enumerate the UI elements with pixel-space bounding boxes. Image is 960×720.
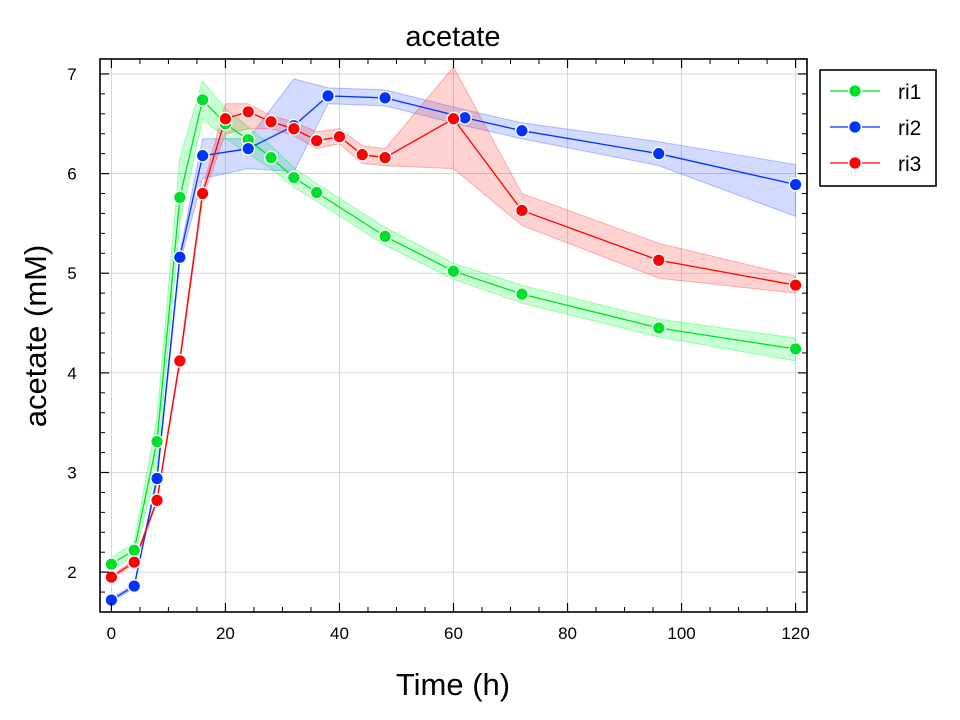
y-tick-label: 3 <box>67 464 76 483</box>
data-point-ri1 <box>514 287 529 302</box>
y-tick-label: 6 <box>67 165 76 184</box>
data-point-ri2 <box>788 177 803 192</box>
data-point-ri3 <box>241 104 256 119</box>
data-point-ri1 <box>264 150 279 165</box>
data-point-ri2 <box>651 146 666 161</box>
legend-label-ri2: ri2 <box>898 117 921 140</box>
axis-ticks: 0 20 40 60 80 100 120 2 3 4 5 6 7 <box>67 59 810 643</box>
gridlines <box>100 59 807 612</box>
x-tick-label: 60 <box>444 624 463 643</box>
data-point-ri1 <box>286 170 301 185</box>
x-tick-label: 120 <box>781 624 809 643</box>
data-point-ri2 <box>127 579 142 594</box>
chart-title: acetate <box>405 21 500 53</box>
legend: ri1 ri2 ri3 <box>819 69 937 187</box>
x-tick-label: 100 <box>667 624 695 643</box>
data-point-ri1 <box>651 321 666 336</box>
data-point-ri2 <box>172 250 187 265</box>
data-point-ri3 <box>309 133 324 148</box>
confidence-band-ri2 <box>110 78 797 603</box>
data-point-ri1 <box>104 557 119 572</box>
x-tick-label: 20 <box>216 624 235 643</box>
data-point-ri3 <box>150 493 165 508</box>
legend-marker-ri2 <box>848 119 863 134</box>
x-axis-label: Time (h) <box>396 667 510 702</box>
data-point-ri3 <box>332 129 347 144</box>
data-point-ri2 <box>321 88 336 103</box>
data-point-ri2 <box>150 471 165 486</box>
data-point-ri2 <box>195 148 210 163</box>
series-markers <box>104 88 803 608</box>
x-tick-label: 80 <box>558 624 577 643</box>
data-point-ri3 <box>264 114 279 129</box>
legend-label-ri1: ri1 <box>898 81 921 104</box>
data-point-ri1 <box>195 92 210 107</box>
x-tick-label: 40 <box>330 624 349 643</box>
y-tick-label: 2 <box>67 563 76 582</box>
y-axis-label: acetate (mM) <box>18 245 53 428</box>
data-point-ri2 <box>241 141 256 156</box>
confidence-band-ri3 <box>110 66 797 581</box>
data-point-ri1 <box>309 185 324 200</box>
data-point-ri3 <box>446 111 461 126</box>
data-point-ri1 <box>150 434 165 449</box>
data-point-ri3 <box>172 353 187 368</box>
data-point-ri2 <box>514 123 529 138</box>
data-point-ri3 <box>378 150 393 165</box>
data-point-ri3 <box>514 203 529 218</box>
data-point-ri3 <box>355 147 370 162</box>
data-point-ri1 <box>127 543 142 558</box>
data-point-ri1 <box>172 190 187 205</box>
data-point-ri2 <box>378 90 393 105</box>
x-tick-label: 0 <box>107 624 116 643</box>
data-point-ri1 <box>446 264 461 279</box>
data-point-ri1 <box>788 341 803 356</box>
legend-marker-ri1 <box>848 83 863 98</box>
y-tick-label: 4 <box>67 364 76 383</box>
legend-box <box>819 69 937 187</box>
y-tick-label: 5 <box>67 264 76 283</box>
data-point-ri3 <box>788 278 803 293</box>
data-point-ri1 <box>378 229 393 244</box>
data-point-ri3 <box>104 570 119 585</box>
data-point-ri3 <box>195 186 210 201</box>
legend-label-ri3: ri3 <box>898 153 921 176</box>
y-tick-label: 7 <box>67 65 76 84</box>
data-point-ri3 <box>286 121 301 136</box>
data-point-ri3 <box>651 253 666 268</box>
data-point-ri3 <box>218 111 233 126</box>
data-point-ri2 <box>457 110 472 125</box>
legend-marker-ri3 <box>848 155 863 170</box>
data-point-ri3 <box>127 555 142 570</box>
